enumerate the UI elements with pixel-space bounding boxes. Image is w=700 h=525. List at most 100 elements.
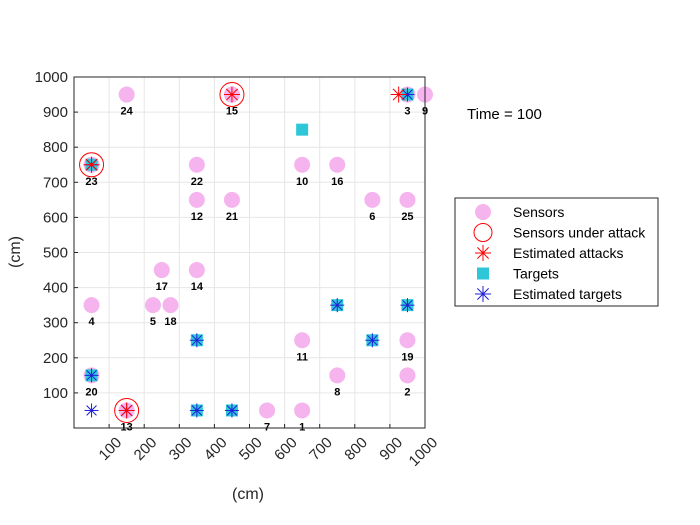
sensor-label: 16 — [331, 176, 343, 188]
sensor-label: 20 — [85, 386, 97, 398]
attacked-sensor-circle — [219, 82, 245, 108]
legend-symbol-target — [477, 267, 489, 280]
sensor-label: 12 — [191, 211, 203, 223]
y-tick-label: 100 — [43, 385, 68, 402]
legend-symbol-estimated-target-stroke — [476, 287, 490, 301]
attack-circle-markers — [79, 82, 245, 423]
legend-items: Sensors Sensors under attack Estimated att… — [473, 204, 646, 302]
y-tick-label: 600 — [43, 209, 68, 226]
sensor-label: 19 — [401, 351, 413, 363]
sensor-point — [294, 402, 311, 419]
legend-symbol-estimated-attack — [475, 245, 491, 261]
sensor-label: 2 — [404, 386, 410, 398]
sensor-label: 1 — [299, 421, 305, 433]
estimated-attack-point — [223, 86, 240, 103]
legend-symbol-sensor — [475, 204, 491, 220]
time-annotation: Time = 100 — [467, 106, 542, 123]
sensor-point — [188, 191, 205, 208]
sensor-point — [399, 332, 416, 349]
legend-label: Sensors under attack — [513, 225, 646, 241]
legend-symbol-estimated-target — [475, 286, 491, 302]
estimated-attack-point — [118, 402, 135, 419]
sensor-label: 24 — [121, 106, 134, 118]
legend-symbol-estimated-attack-stroke — [476, 246, 490, 260]
estimated-target-point-stroke — [191, 334, 203, 346]
y-tick-label: 300 — [43, 315, 68, 332]
sensor-label: 10 — [296, 176, 308, 188]
estimated-target-point — [84, 368, 99, 383]
legend-item-targets: Targets — [477, 266, 559, 282]
sensor-point — [144, 297, 161, 314]
sensor-label: 5 — [150, 316, 156, 328]
estimated-target-point — [400, 298, 415, 313]
sensor-point — [294, 156, 311, 173]
legend-label: Estimated attacks — [513, 245, 624, 261]
sensor-point — [223, 191, 240, 208]
sensor-point — [83, 297, 100, 314]
estimated-target-point-stroke — [331, 299, 343, 311]
sensor-label: 14 — [191, 281, 204, 293]
sensor-point — [329, 156, 346, 173]
estimated-target-point-stroke — [367, 334, 378, 346]
y-axis-label: (cm) — [7, 236, 24, 268]
sensor-point — [329, 367, 346, 384]
estimated-target-point — [365, 333, 380, 348]
attacked-sensor-circle — [79, 152, 105, 178]
estimated-target-point-stroke — [86, 370, 97, 381]
sensor-point — [188, 262, 205, 279]
estimated-attack-point-stroke — [225, 88, 238, 101]
legend-item-est_targets: Estimated targets — [475, 286, 622, 302]
y-tick-label: 900 — [43, 104, 68, 121]
estimated-target-point-stroke — [191, 405, 203, 416]
legend: Sensors Sensors under attack Estimated att… — [454, 197, 659, 307]
sensor-label: 6 — [369, 211, 375, 223]
y-tick-label: 700 — [43, 174, 68, 191]
sensor-label: 11 — [296, 351, 308, 363]
sensor-label: 21 — [226, 211, 238, 223]
y-tick-label: 200 — [43, 350, 68, 367]
estimated-target-point — [189, 403, 204, 418]
sensor-label: 15 — [226, 106, 238, 118]
sensor-point — [188, 156, 205, 173]
x-axis-label: (cm) — [232, 486, 264, 503]
sensor-label: 7 — [264, 421, 270, 433]
estimated-attack-point-stroke — [392, 88, 405, 101]
sensor-label: 3 — [404, 106, 410, 118]
sensor-point — [399, 191, 416, 208]
legend-item-sensors: Sensors — [475, 204, 564, 220]
legend-item-est_attacks: Estimated attacks — [475, 245, 624, 261]
sensor-point — [294, 332, 311, 349]
estimated-target-point-stroke — [226, 405, 238, 416]
grid-lines — [74, 76, 426, 428]
sensor-point — [118, 86, 135, 103]
estimated-target-point — [224, 403, 239, 418]
legend-label: Sensors — [513, 204, 564, 220]
sensor-point — [162, 297, 179, 314]
sensor-point — [364, 191, 381, 208]
attacked-sensor-circle — [114, 397, 140, 423]
estimated-attack-point-stroke — [85, 158, 98, 171]
sensor-label: 8 — [334, 386, 340, 398]
y-tick-label: 800 — [43, 139, 68, 156]
sensor-label: 18 — [164, 316, 176, 328]
sensor-label: 23 — [85, 176, 97, 188]
sensor-point — [153, 262, 170, 279]
legend-label: Targets — [513, 266, 559, 282]
estimated-target-point-stroke — [402, 299, 413, 311]
y-tick-label: 500 — [43, 245, 68, 262]
sensor-label: 22 — [191, 176, 203, 188]
sensor-label: 17 — [156, 281, 168, 293]
sensor-point — [259, 402, 276, 419]
y-tick-label: 1000 — [35, 69, 68, 86]
legend-item-attacked: Sensors under attack — [473, 223, 646, 242]
estimated-target-point — [330, 298, 345, 313]
y-tick-label: 400 — [43, 280, 68, 297]
legend-symbol-attacked — [473, 223, 493, 242]
legend-label: Estimated targets — [513, 286, 622, 302]
estimated-target-point-stroke — [402, 89, 413, 100]
estimated-attack-point-stroke — [120, 404, 133, 417]
sensor-label: 13 — [121, 421, 133, 433]
target-point — [296, 123, 309, 136]
sensor-label: 25 — [401, 211, 413, 223]
